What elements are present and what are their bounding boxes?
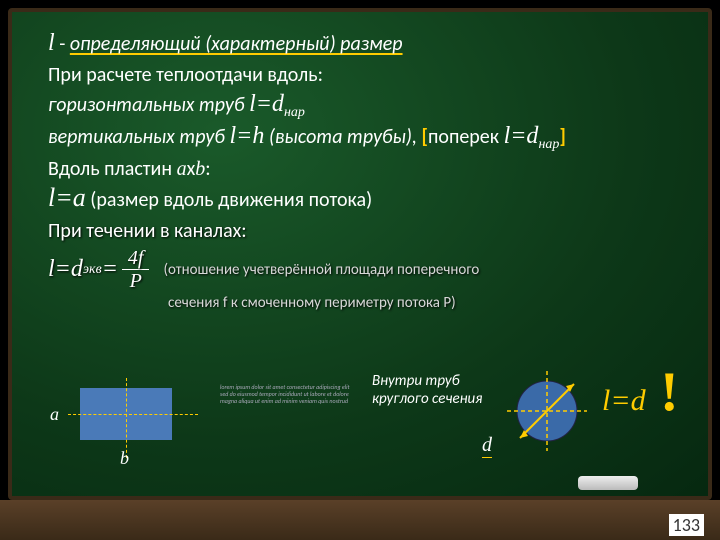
label-b: b [120, 448, 129, 469]
line-vertical-pipes: вертикальных труб l=h (высота трубы), [п… [48, 123, 672, 153]
fraction: 4f P [122, 247, 150, 292]
chalk-eraser [578, 476, 638, 490]
equation-l-equals-d: l=d [602, 384, 646, 418]
circle-svg [502, 366, 592, 456]
bottom-diagrams: a b lorem ipsum dolor sit amet consectet… [42, 366, 678, 476]
formula-desc-2: сечения f к смоченному периметру потока … [168, 294, 672, 312]
line-l-equals-a: l=a (размер вдоль движения потока) [48, 183, 672, 213]
line-horizontal-pipes: горизонтальных труб l=dнар [48, 91, 672, 121]
dash-horizontal [68, 414, 198, 415]
line-heat-transfer: При расчете теплоотдачи вдоль: [48, 63, 672, 87]
circle-caption: Внутри труб круглого сечения [372, 372, 482, 408]
formula-desc-1: (отношение учетверённой площади поперечн… [163, 261, 479, 279]
page-number: 133 [669, 514, 704, 536]
dash-vertical [126, 378, 127, 458]
exclamation-icon: ! [660, 360, 679, 424]
line-channels: При течении в каналах: [48, 219, 672, 243]
chalkboard: l - определяющий (характерный) размер Пр… [8, 8, 712, 500]
symbol-l: l [48, 30, 55, 56]
formula-equivalent-diameter: l=dэкв = 4f P (отношение учетверённой пл… [48, 247, 672, 292]
label-d: d [482, 434, 492, 458]
circle-diagram [502, 366, 592, 456]
small-filler-text: lorem ipsum dolor sit amet consectetur a… [220, 384, 350, 406]
formula: l=dэкв = 4f P [48, 247, 153, 292]
line-definition: l - определяющий (характерный) размер [48, 30, 672, 57]
label-a: a [50, 404, 59, 425]
board-frame-bottom [0, 500, 720, 540]
rectangle-diagram: a b [58, 376, 208, 466]
line-plates: Вдоль пластин aхb: [48, 157, 672, 181]
